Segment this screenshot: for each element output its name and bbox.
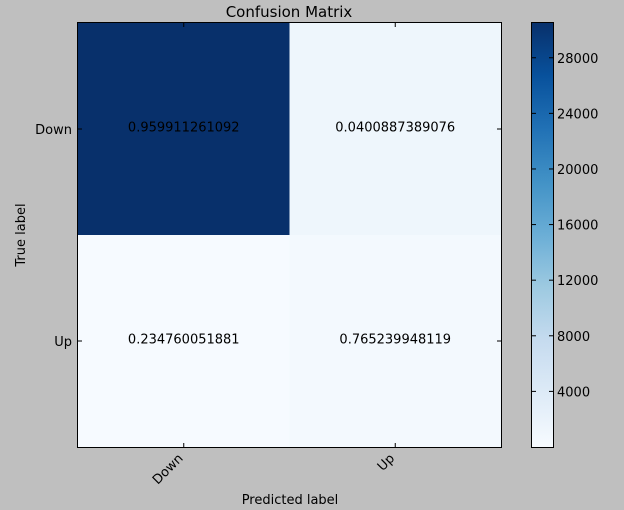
y-tick-label: Down	[35, 123, 72, 138]
plot-frame	[77, 22, 502, 448]
colorbar-tick-label: 4000	[557, 385, 590, 400]
cell-value-label: 0.765239948119	[339, 333, 451, 348]
heatmap-cells: 0.959911261092 0.0400887389076 0.234760051…	[78, 23, 501, 447]
y-axis-label: True label	[14, 203, 29, 267]
x-tick-label: Up	[375, 451, 398, 474]
colorbar-tick-label: 24000	[557, 107, 598, 122]
colorbar-tick-label: 20000	[557, 163, 598, 178]
colorbar-ticks: 4000 8000 12000 16000 20000 24000 28000	[532, 52, 598, 400]
cell-value-label: 0.234760051881	[128, 333, 240, 348]
colorbar-tick-label: 12000	[557, 274, 598, 289]
colorbar-tick-label: 16000	[557, 219, 598, 234]
cell-value-label: 0.0400887389076	[335, 121, 455, 136]
heatmap-cell	[78, 23, 290, 235]
heatmap-cell	[289, 23, 501, 235]
colorbar-tick-label: 8000	[557, 330, 590, 345]
heatmap-cell	[78, 235, 290, 447]
colorbar	[531, 22, 554, 448]
heatmap-cell	[289, 235, 501, 447]
y-tick-label: Up	[54, 335, 72, 350]
chart-title: Confusion Matrix	[226, 3, 353, 21]
colorbar-tick-label: 28000	[557, 52, 598, 67]
cell-value-label: 0.959911261092	[128, 121, 240, 136]
x-axis-label: Predicted label	[242, 493, 339, 508]
x-tick-label: Down	[150, 451, 187, 488]
